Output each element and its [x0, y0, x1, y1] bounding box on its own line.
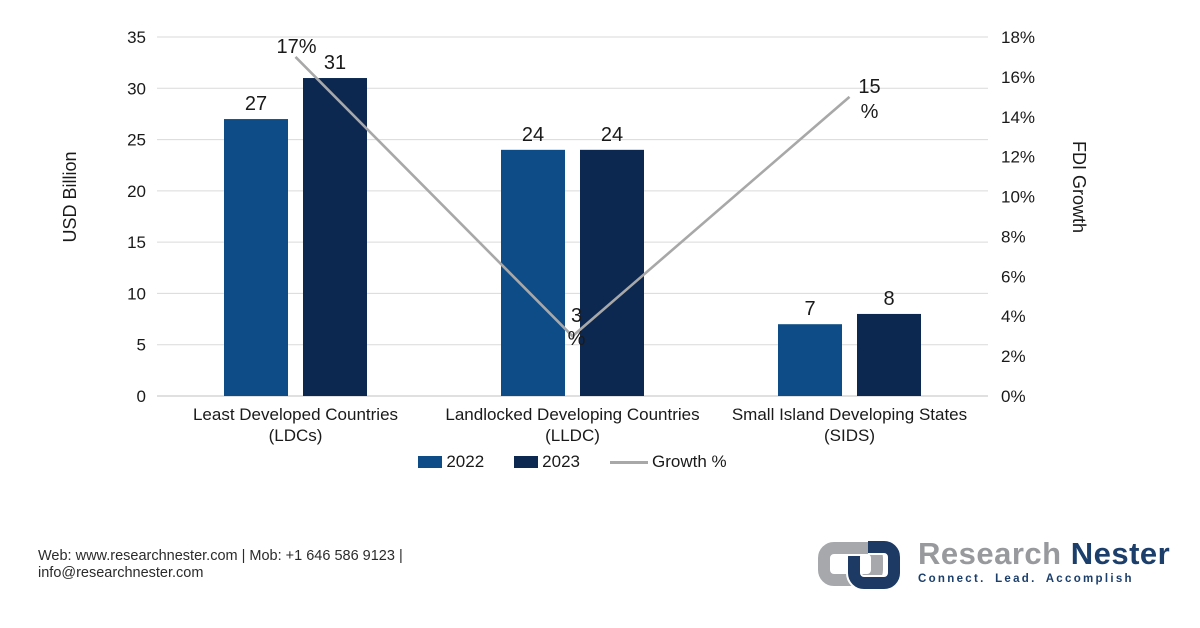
right-axis-tick: 6%	[1001, 267, 1026, 286]
bar-2022-ldcs	[224, 119, 288, 397]
growth-line	[294, 56, 851, 338]
left-axis-title: USD Billion	[60, 151, 80, 242]
bar-2023-ldcs	[303, 78, 367, 397]
right-axis-tick: 18%	[1001, 28, 1035, 47]
growth-value-label-sids: %	[861, 101, 879, 123]
bar-value-label-2022-lldc: 24	[522, 124, 544, 146]
bar-value-label-2023-lldc: 24	[601, 124, 623, 146]
bar-value-label-2023-ldcs: 31	[324, 52, 346, 74]
contact-info: Web: www.researchnester.com | Mob: +1 64…	[38, 548, 538, 582]
category-label-lldc: (LLDC)	[545, 426, 600, 445]
logo-wordmark: Research Nester	[918, 536, 1171, 571]
left-axis-tick: 20	[127, 182, 146, 201]
right-axis-tick: 8%	[1001, 227, 1026, 246]
legend-label: 2023	[542, 452, 580, 471]
bar-value-label-2023-sids: 8	[883, 288, 894, 310]
bar-2022-sids	[778, 324, 842, 396]
right-axis-tick: 16%	[1001, 68, 1035, 87]
right-axis-tick: 10%	[1001, 188, 1035, 207]
category-label-ldcs: Least Developed Countries	[193, 405, 398, 424]
logo-text: Research Nester Connect. Lead. Accomplis…	[918, 537, 1170, 585]
growth-value-label-ldcs: 17%	[276, 36, 316, 58]
left-axis-tick: 30	[127, 79, 146, 98]
logo-tagline: Connect. Lead. Accomplish	[918, 573, 1134, 585]
category-label-ldcs: (LDCs)	[269, 426, 323, 445]
legend-swatch	[514, 456, 539, 468]
bar-2022-lldc	[501, 149, 565, 396]
legend-item-growth-: Growth %	[610, 452, 727, 472]
right-axis-tick: 4%	[1001, 307, 1026, 326]
bar-2023-lldc	[580, 149, 644, 396]
contact-line-2: info@researchnester.com	[38, 565, 204, 581]
left-axis-tick: 15	[127, 233, 146, 252]
right-axis-tick: 2%	[1001, 347, 1026, 366]
left-axis-tick: 5	[137, 336, 146, 355]
category-label-sids: (SIDS)	[824, 426, 875, 445]
logo-word-nester: Nester	[1070, 536, 1171, 571]
bar-value-label-2022-ldcs: 27	[245, 93, 267, 115]
chart-legend: 2022 2023 Growth %	[157, 452, 988, 472]
left-axis-tick: 25	[127, 131, 146, 150]
legend-label: 2022	[446, 452, 485, 471]
category-label-sids: Small Island Developing States	[732, 405, 967, 424]
right-axis-tick: 14%	[1001, 108, 1035, 127]
bar-value-label-2022-sids: 7	[804, 298, 815, 320]
research-nester-logo: Research Nester Connect. Lead. Accomplis…	[810, 537, 1170, 593]
growth-value-label-sids: 15	[858, 76, 880, 98]
legend-swatch	[418, 456, 443, 468]
right-axis-tick: 12%	[1001, 148, 1035, 167]
contact-line-1: Web: www.researchnester.com | Mob: +1 64…	[38, 548, 403, 564]
left-axis-tick: 35	[127, 28, 146, 47]
legend-label: Growth %	[652, 452, 727, 471]
chain-link-icon	[818, 539, 902, 591]
growth-value-label-lldc: 3	[571, 305, 582, 327]
legend-item-2022: 2022	[418, 452, 484, 472]
right-axis-title: FDI Growth	[1069, 141, 1089, 233]
left-axis-tick: 10	[127, 284, 146, 303]
growth-value-label-lldc: %	[568, 328, 586, 350]
category-label-lldc: Landlocked Developing Countries	[445, 405, 699, 424]
legend-item-2023: 2023	[514, 452, 580, 472]
fdi-combo-chart: 0 5 10 15 20 25 30 35 0% 2% 4% 6% 8% 10% 12% 14% 16% 18% U…	[60, 28, 1089, 445]
legend-line-swatch	[610, 460, 648, 464]
bar-2023-sids	[857, 313, 921, 396]
logo-word-research: Research	[918, 536, 1062, 571]
left-axis-tick: 0	[137, 387, 146, 406]
right-axis-tick: 0%	[1001, 387, 1026, 406]
